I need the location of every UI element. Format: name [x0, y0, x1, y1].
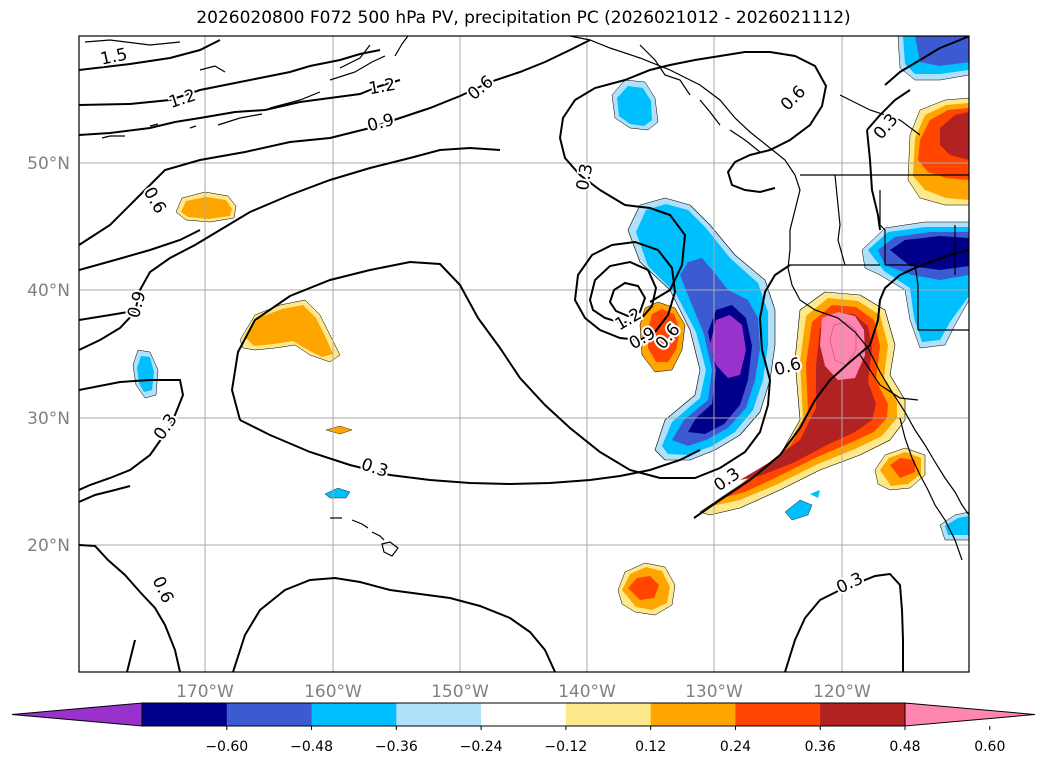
colorbar-segment [650, 703, 736, 726]
lon-label-170w: 170°W [176, 682, 234, 702]
colorbar-segment [481, 703, 567, 726]
lon-label-160w: 160°W [304, 682, 362, 702]
pv-contours [79, 36, 969, 672]
colorbar-segment [820, 703, 906, 726]
longitude-labels: 170°W 160°W 150°W 140°W 130°W 120°W [176, 682, 871, 702]
colorbar-tick-label: 0.24 [720, 739, 751, 755]
colorbar-extend-low [11, 702, 143, 727]
graticule [79, 36, 969, 672]
map-title: 2026020800 F072 500 hPa PV, precipitatio… [196, 8, 851, 28]
lon-label-120w: 120°W [813, 682, 871, 702]
map-frame [78, 35, 970, 673]
colorbar-tick-label: −0.48 [290, 739, 333, 755]
colorbar-segment [565, 703, 652, 726]
lat-label-40n: 40°N [27, 281, 70, 301]
lon-label-150w: 150°W [431, 682, 489, 702]
colorbar-tick-label: 0.12 [635, 739, 666, 755]
precip-shading [132, 36, 969, 616]
lat-label-20n: 20°N [27, 536, 70, 556]
colorbar-segment [396, 703, 482, 726]
colorbar-segment [735, 703, 821, 726]
coastlines [84, 36, 969, 561]
colorbar-outline [141, 702, 906, 727]
colorbar-segment [311, 703, 397, 726]
colorbar-tick-label: 0.36 [805, 739, 836, 755]
map-panel: 1.5 1.2 1.2 0.9 0.6 0.6 0.3 0.6 0.3 0.9 … [79, 36, 969, 672]
lat-label-50n: 50°N [27, 154, 70, 174]
lon-label-130w: 130°W [685, 682, 743, 702]
colorbar: −0.60 −0.48 −0.36 −0.24 −0.12 0.12 0.24 0.36 0.4… [11, 702, 1036, 755]
lon-label-140w: 140°W [558, 682, 616, 702]
colorbar-tick-label: −0.60 [205, 739, 248, 755]
colorbar-tick-label: −0.24 [460, 739, 503, 755]
lat-label-30n: 30°N [27, 409, 70, 429]
colorbar-tick-label: 0.60 [974, 739, 1005, 755]
latitude-labels: 50°N 40°N 30°N 20°N [27, 154, 70, 556]
colorbar-tick-label: −0.12 [544, 739, 587, 755]
colorbar-segment [226, 703, 313, 726]
colorbar-tick-label: 0.48 [889, 739, 920, 755]
colorbar-tick-label: −0.36 [375, 739, 418, 755]
colorbar-segment [142, 703, 228, 726]
colorbar-extend-high [904, 702, 1036, 727]
